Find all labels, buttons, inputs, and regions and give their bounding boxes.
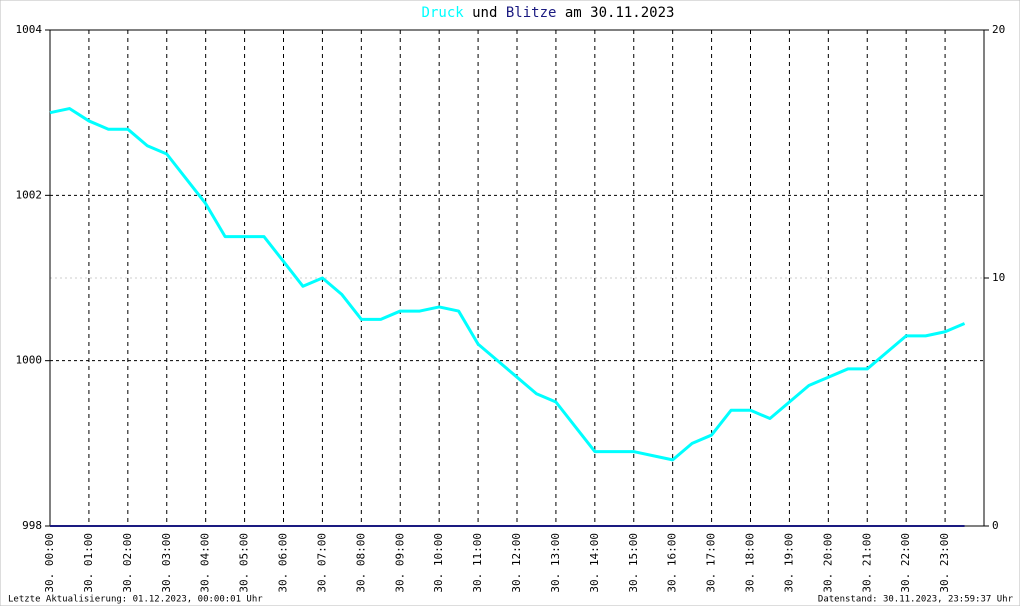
title-druck: Druck <box>422 5 465 21</box>
series-line <box>49 107 966 462</box>
y-tick-label: 1002 <box>16 188 43 201</box>
y-tick-label: 1000 <box>16 354 43 367</box>
y2-tick-label: 20 <box>992 23 1005 36</box>
x-tick-label: 30. 00:00 <box>43 533 56 593</box>
x-tick-label: 30. 01:00 <box>82 533 95 593</box>
x-tick-label: 30. 02:00 <box>121 533 134 593</box>
x-tick-label: 30. 04:00 <box>199 533 212 593</box>
y-tick-label: 1004 <box>16 23 43 36</box>
x-tick-label: 30. 12:00 <box>510 533 523 593</box>
x-tick-label: 30. 23:00 <box>938 533 951 593</box>
chart-title: Druck und Blitze am 30.11.2023 <box>422 5 675 21</box>
title-blitze: Blitze <box>506 5 557 21</box>
x-tick-label: 30. 06:00 <box>277 533 290 593</box>
x-tick-label: 30. 07:00 <box>315 533 328 593</box>
x-tick-label: 30. 05:00 <box>238 533 251 593</box>
y2-tick-label: 10 <box>992 271 1005 284</box>
x-tick-label: 30. 21:00 <box>860 533 873 593</box>
title-date: am 30.11.2023 <box>565 5 675 21</box>
footer-right: Datenstand: 30.11.2023, 23:59:37 Uhr <box>818 595 1014 605</box>
x-tick-label: 30. 20:00 <box>821 533 834 593</box>
y-tick-label: 998 <box>22 519 42 532</box>
x-tick-label: 30. 14:00 <box>588 533 601 593</box>
x-tick-label: 30. 03:00 <box>160 533 173 593</box>
x-tick-label: 30. 13:00 <box>549 533 562 593</box>
x-tick-label: 30. 11:00 <box>471 533 484 593</box>
x-tick-label: 30. 19:00 <box>782 533 795 593</box>
x-tick-label: 30. 10:00 <box>432 533 445 593</box>
y2-tick-label: 0 <box>992 519 999 532</box>
x-tick-label: 30. 18:00 <box>744 533 757 593</box>
x-tick-label: 30. 08:00 <box>354 533 367 593</box>
x-tick-label: 30. 15:00 <box>627 533 640 593</box>
x-tick-label: 30. 16:00 <box>666 533 679 593</box>
title-und: und <box>472 5 497 21</box>
x-tick-label: 30. 22:00 <box>899 533 912 593</box>
x-tick-label: 30. 09:00 <box>393 533 406 593</box>
x-tick-label: 30. 17:00 <box>705 533 718 593</box>
footer-left: Letzte Aktualisierung: 01.12.2023, 00:00… <box>8 595 263 605</box>
